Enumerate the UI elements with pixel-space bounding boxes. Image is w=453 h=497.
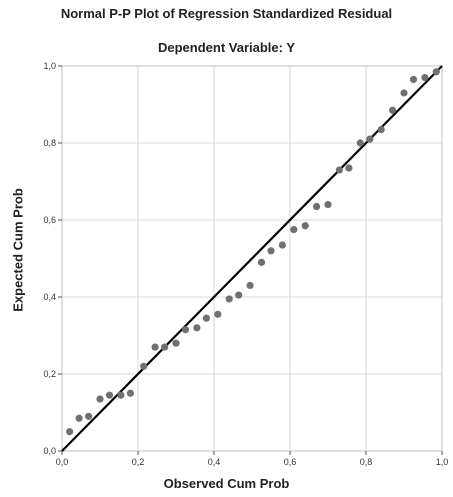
chart-subtitle: Dependent Variable: Y <box>157 40 296 55</box>
x-tick-label: 1,0 <box>436 457 449 467</box>
data-point <box>246 281 254 290</box>
data-point <box>356 139 364 147</box>
y-tick-label: 0,6 <box>43 215 56 225</box>
y-tick-label: 0,4 <box>43 292 56 302</box>
x-tick-label: 0,8 <box>360 457 373 467</box>
data-point <box>96 395 104 403</box>
data-point <box>117 391 125 399</box>
data-point <box>85 412 93 420</box>
y-tick-label: 0,2 <box>43 369 56 379</box>
x-tick-label: 0,4 <box>208 457 221 467</box>
chart-title: Normal P-P Plot of Regression Standardiz… <box>60 6 393 21</box>
data-point <box>235 291 243 299</box>
plot-frame <box>61 65 443 452</box>
data-point <box>202 314 210 322</box>
data-point <box>151 343 159 351</box>
data-point <box>400 89 408 97</box>
data-point <box>75 414 83 422</box>
data-point <box>126 389 134 397</box>
data-point <box>366 135 374 143</box>
x-tick-label: 0,6 <box>284 457 297 467</box>
x-tick-label: 0,2 <box>132 457 145 467</box>
data-point <box>409 75 418 84</box>
data-point <box>345 164 353 172</box>
data-point <box>290 226 298 234</box>
y-axis-label: Expected Cum Prob <box>10 188 26 312</box>
data-point <box>377 125 385 134</box>
y-tick-label: 0,8 <box>43 138 56 148</box>
data-point <box>257 258 266 266</box>
data-point <box>181 326 190 334</box>
data-point <box>172 339 180 347</box>
data-point <box>267 247 275 255</box>
data-point <box>193 324 201 332</box>
y-tick-label: 1,0 <box>43 61 56 71</box>
data-point <box>140 362 148 370</box>
data-point <box>161 343 169 351</box>
data-point <box>225 295 233 303</box>
data-point <box>389 106 397 114</box>
y-tick-label: 0,0 <box>43 446 56 456</box>
data-point <box>432 68 440 76</box>
data-point <box>324 201 332 209</box>
data-point <box>421 73 429 82</box>
data-point <box>278 241 286 249</box>
data-point <box>313 202 321 211</box>
data-point <box>214 310 222 318</box>
x-axis-label: Observed Cum Prob <box>163 476 290 491</box>
x-tick-label: 0,0 <box>56 457 69 467</box>
data-point <box>105 391 114 399</box>
data-point <box>335 166 343 174</box>
data-point <box>301 222 309 230</box>
data-point <box>66 428 74 436</box>
